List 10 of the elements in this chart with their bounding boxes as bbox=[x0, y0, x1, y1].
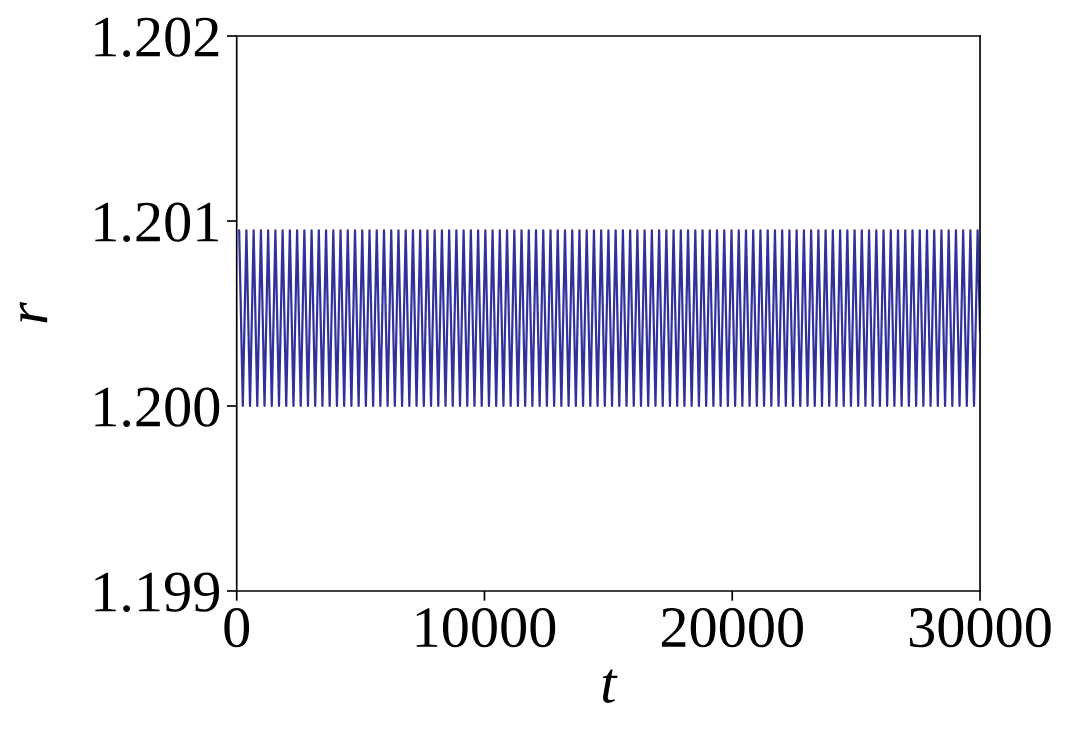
x-tick-label: 30000 bbox=[909, 607, 1051, 648]
y-tick-label: 1.201 bbox=[95, 202, 218, 243]
x-tick-label: 10000 bbox=[416, 607, 556, 648]
y-tick-label: 1.199 bbox=[95, 572, 220, 613]
y-axis-title: r bbox=[19, 301, 48, 323]
x-axis-title: t bbox=[602, 669, 618, 703]
x-tick-label: 20000 bbox=[661, 607, 803, 648]
y-tick-label: 1.200 bbox=[95, 387, 220, 428]
y-tick-label: 1.202 bbox=[95, 17, 219, 58]
x-tick-label: 0 bbox=[224, 607, 250, 648]
